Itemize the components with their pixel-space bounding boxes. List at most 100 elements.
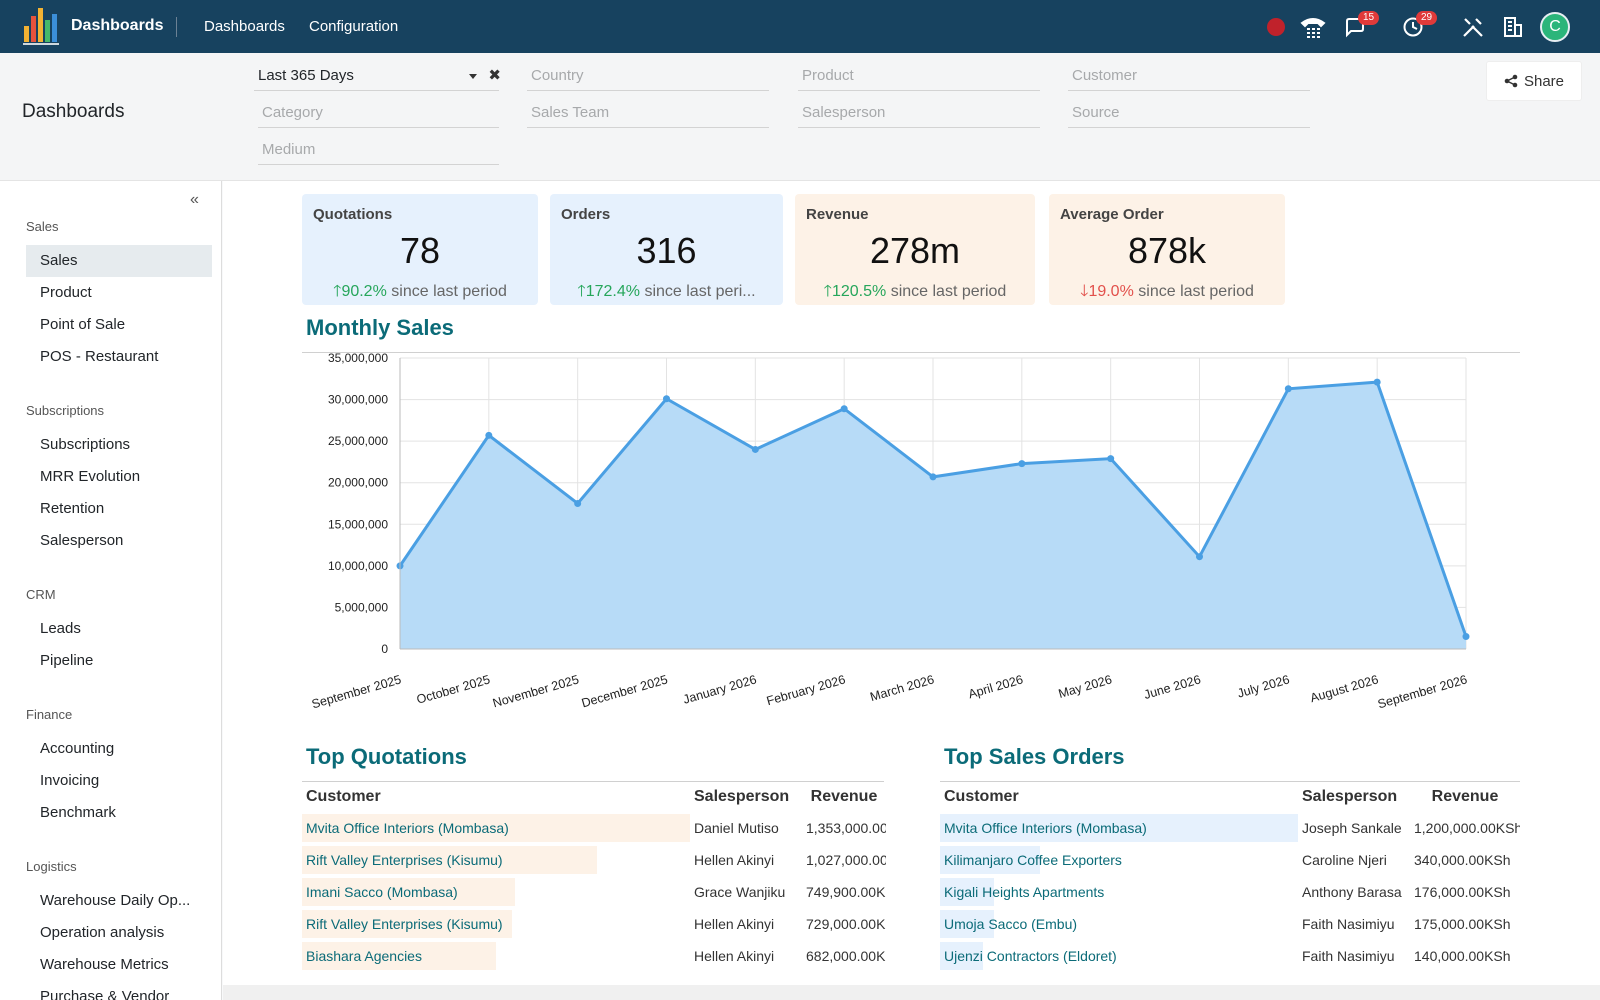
kpi-delta-value: 120.5% [831, 283, 887, 300]
y-tick-label: 30,000,000 [328, 393, 388, 407]
chat-icon[interactable]: 15 [1342, 11, 1380, 40]
table-row[interactable]: Ujenzi Contractors (Eldoret) Faith Nasimi… [940, 940, 1520, 972]
table-row[interactable]: Imani Sacco (Mombasa) Grace Wanjiku 749,90… [302, 876, 886, 908]
sidebar-item-point-of-sale[interactable]: Point of Sale [40, 316, 126, 333]
sidebar-item-mrr-evolution[interactable]: MRR Evolution [40, 468, 141, 485]
customer-cell: Mvita Office Interiors (Mombasa) [940, 812, 1298, 844]
navbar-divider [176, 17, 177, 37]
table-row[interactable]: Mvita Office Interiors (Mombasa) Daniel M… [302, 812, 886, 844]
customer-link[interactable]: Umoja Sacco (Embu) [944, 916, 1078, 932]
customer-link[interactable]: Mvita Office Interiors (Mombasa) [944, 820, 1147, 836]
kpi-revenue[interactable]: Revenue 278m 🡑120.5% since last period [795, 194, 1035, 305]
share-button[interactable]: Share [1486, 61, 1582, 101]
country-filter[interactable]: Country [527, 61, 769, 91]
revenue-share-bar [302, 814, 690, 842]
chevron-down-icon[interactable] [469, 74, 477, 79]
sidebar-item-warehouse-daily-ops[interactable]: Warehouse Daily Op... [40, 892, 191, 909]
sidebar-item-subscriptions[interactable]: Subscriptions [40, 436, 131, 453]
customer-link[interactable]: Biashara Agencies [306, 948, 422, 964]
customer-link[interactable]: Kigali Heights Apartments [944, 884, 1105, 900]
column-header-customer[interactable]: Customer [944, 788, 1019, 805]
recording-dot-icon[interactable] [1263, 14, 1289, 40]
period-filter[interactable]: Last 365 Days ✖ [254, 61, 501, 91]
customer-cell: Kigali Heights Apartments [940, 876, 1298, 908]
customer-link[interactable]: Kilimanjaro Coffee Exporters [944, 852, 1122, 868]
product-filter[interactable]: Product [798, 61, 1040, 91]
arrow-up-icon: 🡑 [823, 283, 832, 300]
control-panel: Dashboards Last 365 Days ✖ Country Produ… [0, 53, 1600, 181]
building-icon[interactable] [1500, 14, 1526, 40]
sidebar-item-operation-analysis[interactable]: Operation analysis [40, 924, 165, 941]
sidebar-item-accounting[interactable]: Accounting [40, 740, 115, 757]
category-filter[interactable]: Category [258, 98, 499, 128]
table-row[interactable]: Mvita Office Interiors (Mombasa) Joseph S… [940, 812, 1520, 844]
revenue-share-bar [940, 942, 983, 970]
customer-link[interactable]: Ujenzi Contractors (Eldoret) [944, 948, 1117, 964]
monthly-sales-title: Monthly Sales [306, 315, 454, 340]
sidebar-section-sales: Sales [26, 219, 59, 234]
column-header-revenue[interactable]: Revenue [810, 788, 878, 805]
sidebar-item-retention[interactable]: Retention [40, 500, 105, 517]
customer-link[interactable]: Rift Valley Enterprises (Kisumu) [306, 852, 503, 868]
salesperson-filter[interactable]: Salesperson [798, 98, 1040, 128]
sidebar-item-benchmark[interactable]: Benchmark [40, 804, 116, 821]
data-point [840, 405, 848, 413]
source-filter[interactable]: Source [1068, 98, 1310, 128]
kpi-quotations[interactable]: Quotations 78 🡑90.2% since last period [302, 194, 538, 305]
customer-filter[interactable]: Customer [1068, 61, 1310, 91]
sidebar-item-pipeline[interactable]: Pipeline [40, 652, 94, 669]
revenue-share-bar [302, 942, 496, 970]
user-avatar[interactable]: C [1540, 12, 1570, 42]
collapse-sidebar-icon[interactable]: « [190, 191, 199, 208]
table-row[interactable]: Rift Valley Enterprises (Kisumu) Hellen A… [302, 844, 886, 876]
sidebar-item-product[interactable]: Product [40, 284, 92, 301]
column-header-customer[interactable]: Customer [306, 788, 381, 805]
column-header-salesperson[interactable]: Salesperson [1302, 788, 1398, 805]
customer-link[interactable]: Imani Sacco (Mombasa) [306, 884, 458, 900]
kpi-average-order[interactable]: Average Order 878k 🡓19.0% since last per… [1049, 194, 1285, 305]
sidebar-item-warehouse-metrics[interactable]: Warehouse Metrics [40, 956, 169, 973]
clock-icon[interactable]: 29 [1400, 11, 1438, 40]
customer-link[interactable]: Mvita Office Interiors (Mombasa) [306, 820, 509, 836]
sidebar-item-salesperson[interactable]: Salesperson [40, 532, 124, 549]
app-name[interactable]: Dashboards [71, 17, 164, 34]
salesperson-cell: Hellen Akinyi [694, 852, 775, 868]
sidebar-item-pos-restaurant[interactable]: POS - Restaurant [40, 348, 159, 365]
monthly-sales-chart[interactable]: 0 5,000,000 10,000,000 15,000,000 20,000,000… [299, 351, 1599, 711]
sidebar-item-invoicing[interactable]: Invoicing [40, 772, 100, 789]
table-row[interactable]: Biashara Agencies Hellen Akinyi 682,000.00… [302, 940, 886, 972]
kpi-delta-suffix: since last period [890, 283, 1007, 300]
phone-icon[interactable] [1300, 14, 1326, 40]
data-point [929, 473, 937, 481]
sidebar-item-leads[interactable]: Leads [40, 620, 81, 637]
kpi-delta-suffix: since last period [1138, 283, 1254, 300]
clear-filter-icon[interactable]: ✖ [488, 67, 501, 84]
sidebar-item-sales[interactable]: Sales [26, 245, 212, 277]
nav-link-configuration[interactable]: Configuration [309, 18, 399, 35]
column-header-salesperson[interactable]: Salesperson [694, 788, 790, 805]
kpi-orders[interactable]: Orders 316 🡑172.4% since last peri... [550, 194, 783, 305]
sidebar-item-purchase-vendor[interactable]: Purchase & Vendor [40, 988, 170, 1000]
table-row[interactable]: Kilimanjaro Coffee Exporters Caroline Nje… [940, 844, 1520, 876]
table-row[interactable]: Rift Valley Enterprises (Kisumu) Hellen A… [302, 908, 886, 940]
horizontal-scrollbar[interactable] [223, 985, 1600, 1000]
customer-link[interactable]: Rift Valley Enterprises (Kisumu) [306, 916, 503, 932]
revenue-cell: 749,900.00KS [806, 884, 886, 900]
sidebar-section-crm: CRM [26, 587, 56, 602]
y-tick-label: 20,000,000 [328, 476, 388, 490]
revenue-cell: 729,000.00KS [806, 916, 886, 932]
nav-link-dashboards[interactable]: Dashboards [204, 18, 285, 35]
product-filter-placeholder: Product [802, 67, 854, 84]
kpi-label: Average Order [1060, 206, 1164, 223]
table-row[interactable]: Umoja Sacco (Embu) Faith Nasimiyu 175,000.… [940, 908, 1520, 940]
data-point [1018, 460, 1026, 468]
tools-icon[interactable] [1460, 14, 1486, 40]
sales-team-filter[interactable]: Sales Team [527, 98, 769, 128]
kpi-label: Orders [561, 206, 611, 223]
column-header-revenue[interactable]: Revenue [1431, 788, 1499, 805]
kpi-delta-suffix: since last peri... [644, 283, 756, 300]
table-row[interactable]: Kigali Heights Apartments Anthony Barasa 1… [940, 876, 1520, 908]
x-tick-label: June 2026 [1142, 672, 1202, 702]
medium-filter[interactable]: Medium [258, 135, 499, 165]
dashboards-app-logo-icon[interactable] [22, 6, 62, 46]
